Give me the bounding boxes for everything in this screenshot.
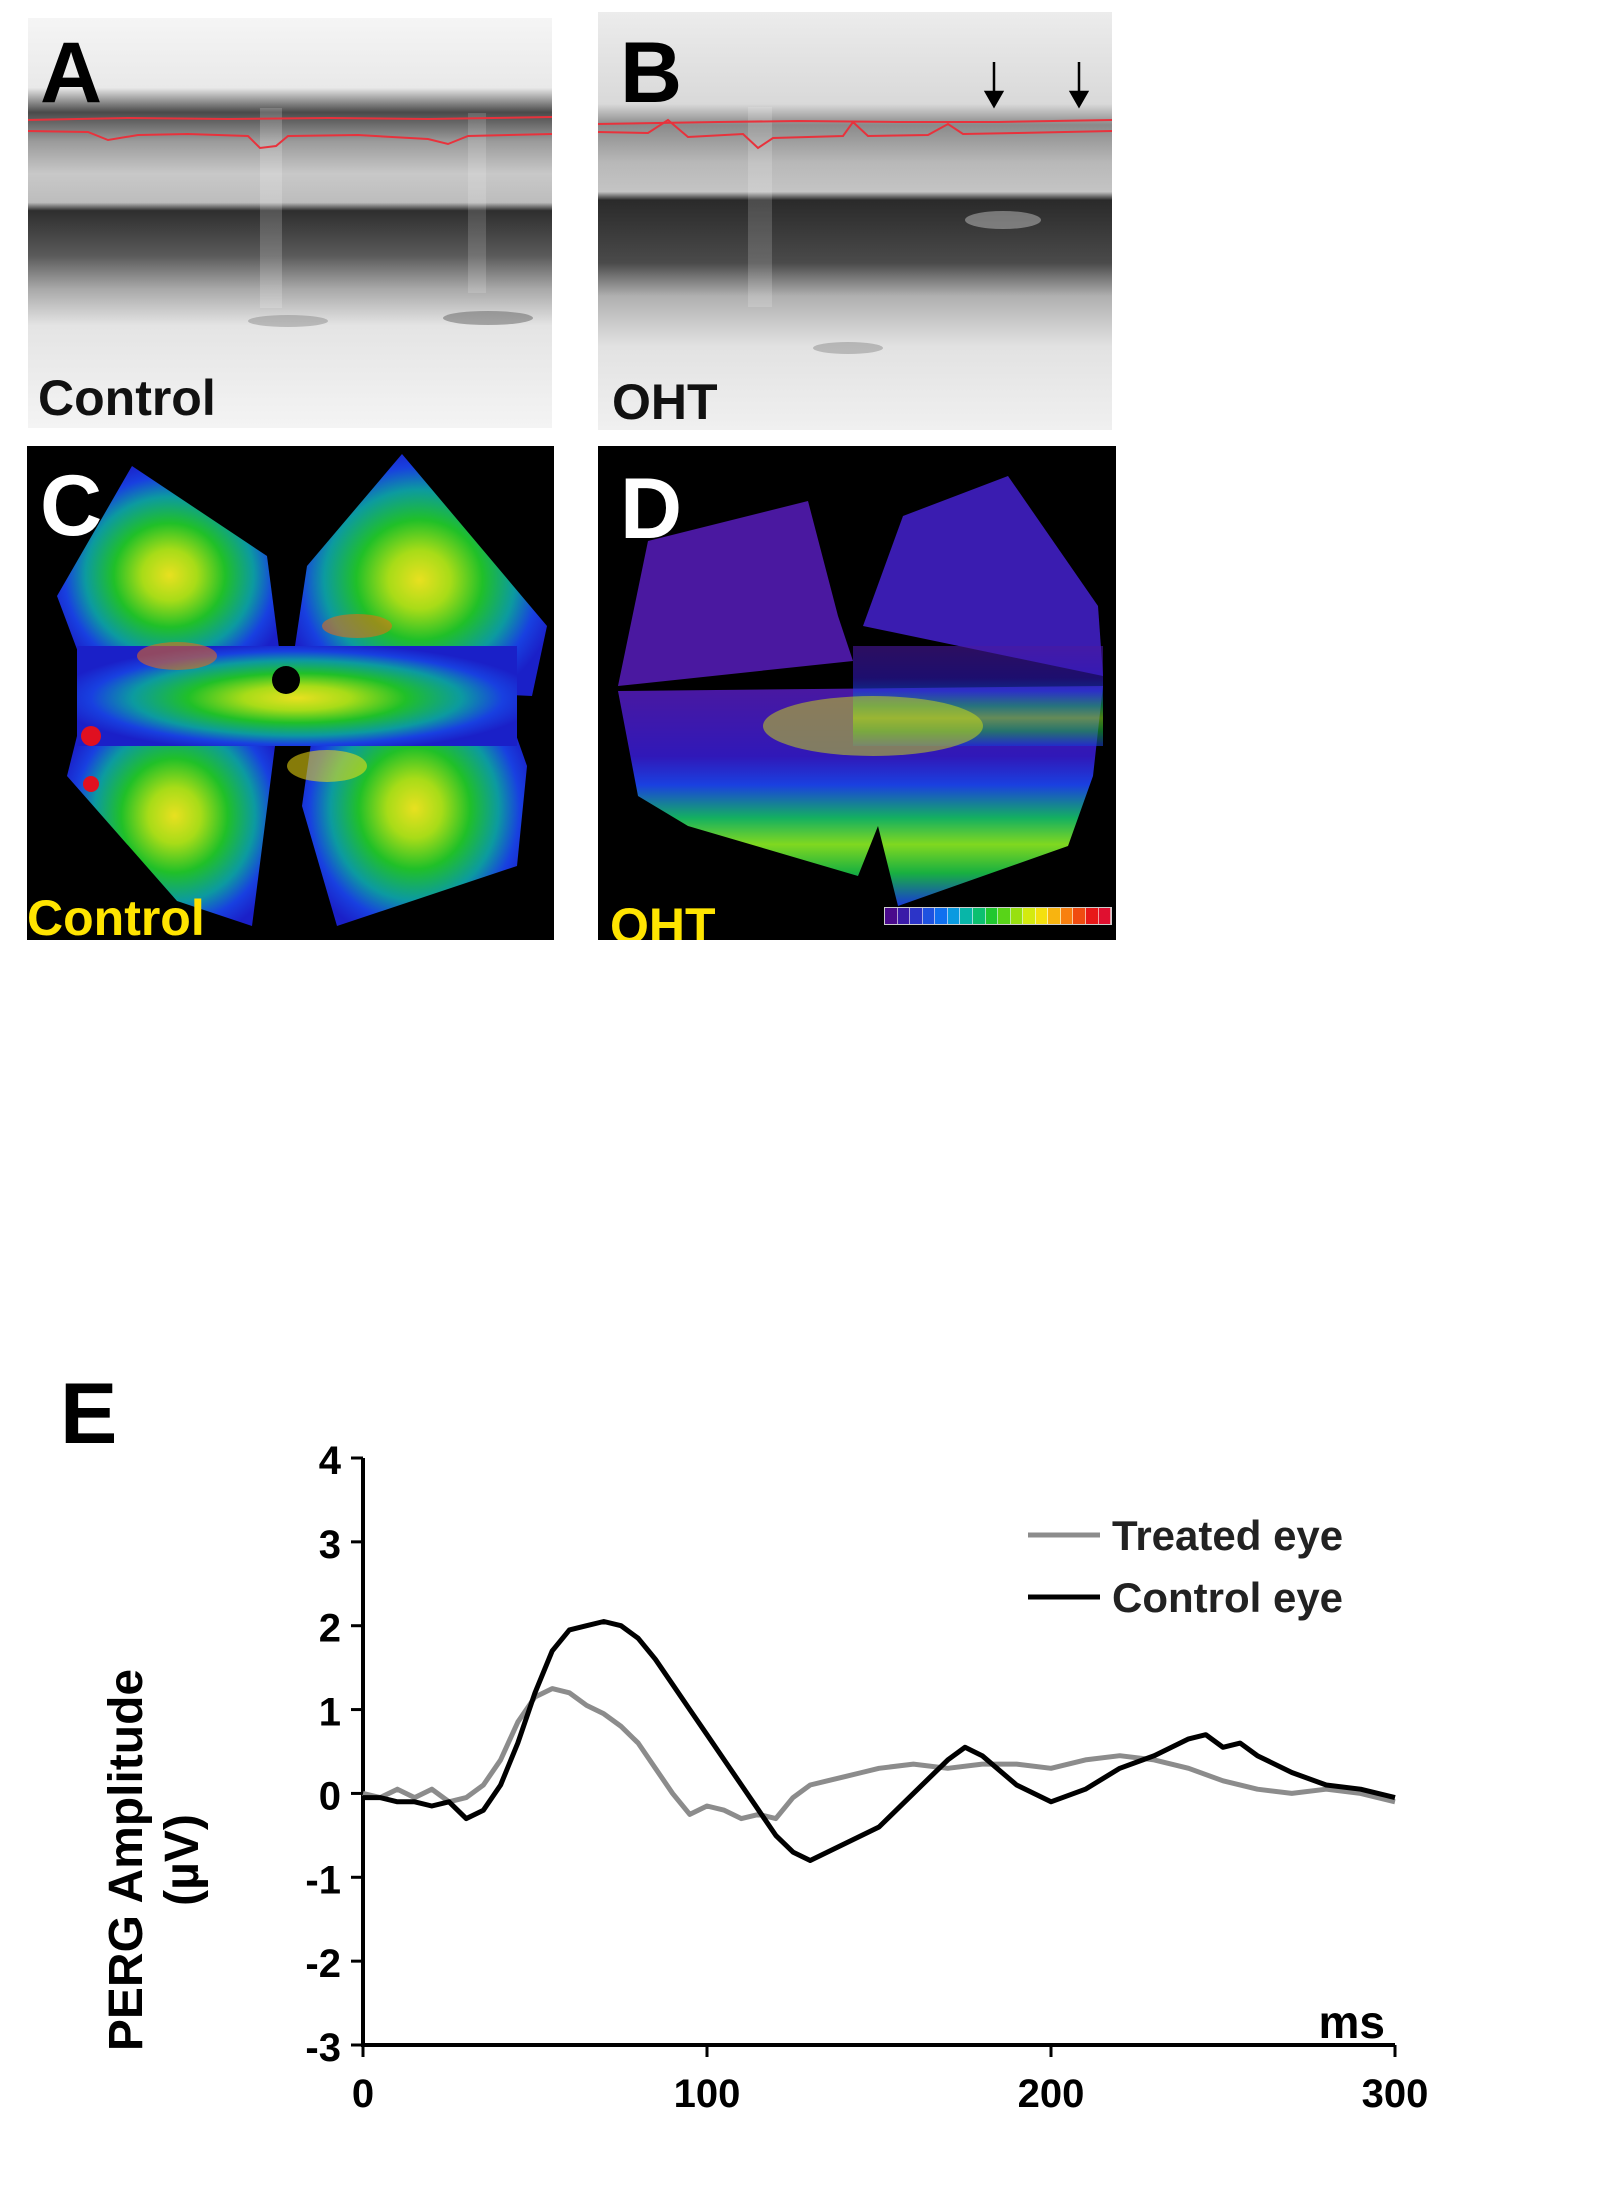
colorbar-swatch [897,908,911,924]
x-tick-label: 0 [352,2072,374,2116]
y-tick-label: 2 [319,1607,341,1651]
panel-caption-b: OHT [612,374,718,430]
y-tick-label: -1 [305,1858,341,1902]
arrow-icon [983,62,1005,109]
rnfl-boundary-upper [28,116,552,121]
y-tick-label: 0 [319,1774,341,1818]
intensity-colorbar [884,907,1112,925]
colorbar-swatch [922,908,936,924]
legend-label: Treated eye [1112,1512,1343,1559]
x-tick-label: 100 [674,2072,741,2116]
rnfl-boundary-upper [598,119,1112,125]
colorbar-swatch [910,908,923,924]
legend-label: Control eye [1112,1574,1343,1621]
y-axis-label-unit: (µV) [156,1814,209,1906]
arrow-icon [1068,62,1090,109]
panel-caption-c: Control [27,890,205,940]
panel-caption-a: Control [38,370,216,426]
y-tick-label: -2 [305,1942,341,1986]
y-tick-label: 1 [319,1691,341,1735]
colorbar-swatch [1060,908,1074,924]
x-axis-label: ms [1319,1996,1385,2048]
colorbar-swatch [1035,908,1049,924]
x-tick-label: 300 [1362,2072,1429,2116]
chart-series [362,1619,1396,1863]
panel-a: A Control [28,18,552,428]
colorbar-swatch [1073,908,1086,924]
y-tick-label: 3 [319,1523,341,1567]
retina-flatmount-oht [618,476,1103,906]
panel-letter-e: E [60,1366,118,1462]
colorbar-swatch [1023,908,1036,924]
colorbar-swatch [998,908,1011,924]
series-line-control-eye [363,1619,1396,1863]
panel-letter-c: C [40,458,103,554]
colorbar-swatch [1098,908,1112,924]
series-line-treated-eye [362,1686,1396,1822]
colorbar-swatch [947,908,961,924]
chart-legend: Treated eye Control eye [1028,1512,1343,1621]
panel-letter-a: A [40,25,103,121]
colorbar-swatch [972,908,986,924]
panel-b: B OHT [598,12,1112,430]
colorbar-swatch [1010,908,1024,924]
colorbar-swatch [885,908,898,924]
retina-flatmount-control [57,454,547,926]
panel-letter-d: D [620,461,683,557]
x-tick-label: 200 [1018,2072,1085,2116]
y-axis-label: PERG Amplitude [100,1669,153,2051]
oct-image-oht [598,12,1112,430]
colorbar-swatch [985,908,999,924]
colorbar-swatch [935,908,948,924]
panel-c: C Control [27,446,554,940]
panel-letter-b: B [620,25,683,121]
colorbar-swatch [1048,908,1061,924]
oct-image-control [28,18,552,428]
panel-caption-d: OHT [610,898,716,940]
rnfl-boundary-lower [28,130,552,150]
colorbar-swatch [1086,908,1099,924]
y-tick-label: -3 [305,2026,341,2070]
y-tick-label: 4 [319,1440,342,1483]
panel-d: D OHT [598,446,1116,940]
colorbar-swatch [960,908,973,924]
rnfl-boundary-lower [598,118,1112,150]
